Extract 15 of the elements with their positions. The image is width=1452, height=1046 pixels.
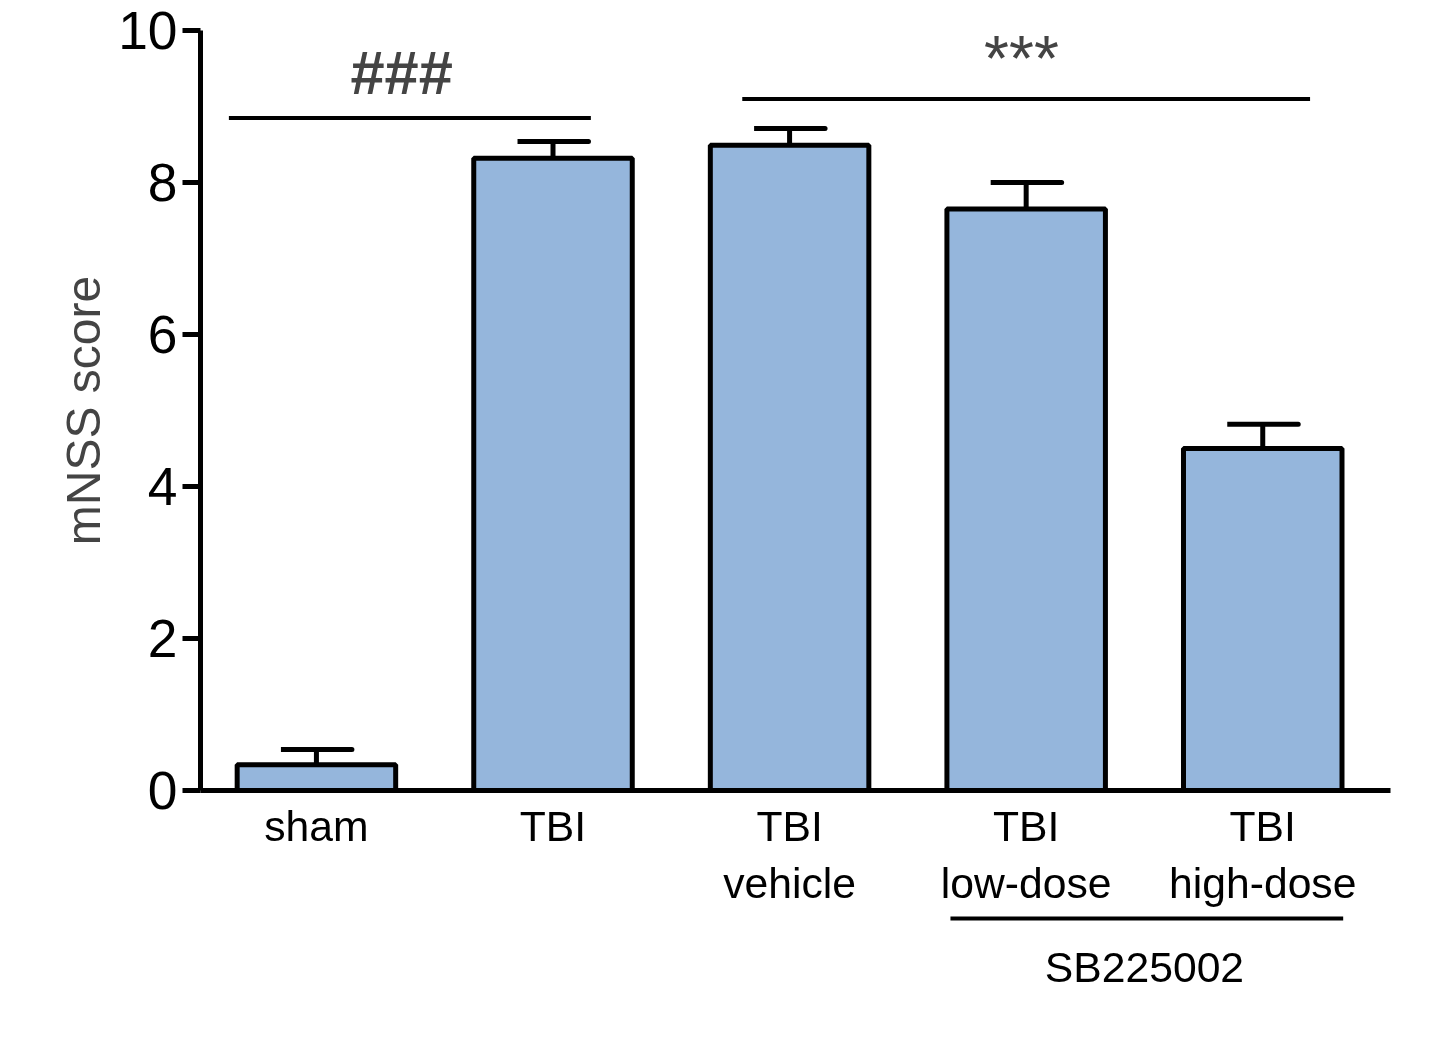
- y-tick-label: 0: [147, 761, 178, 820]
- y-tick-label: 10: [118, 1, 178, 60]
- y-tick-label: 4: [147, 457, 178, 516]
- y-tick-label: 2: [147, 609, 178, 668]
- x-tick-label: TBI: [519, 801, 587, 850]
- text: SB225002: [1044, 942, 1245, 991]
- y-tick-label: 6: [147, 305, 178, 364]
- annotation: ###: [350, 37, 453, 107]
- x-tick-label: TBI vehicle: [723, 801, 856, 908]
- y-tick-label: 8: [147, 153, 178, 212]
- x-tick-label: TBI low-dose: [940, 801, 1112, 908]
- x-tick-label: sham: [264, 801, 369, 850]
- y-axis-title: mNSS score: [57, 275, 111, 546]
- x-tick-label: TBI high-dose: [1169, 801, 1357, 908]
- annotation: ***: [984, 23, 1059, 96]
